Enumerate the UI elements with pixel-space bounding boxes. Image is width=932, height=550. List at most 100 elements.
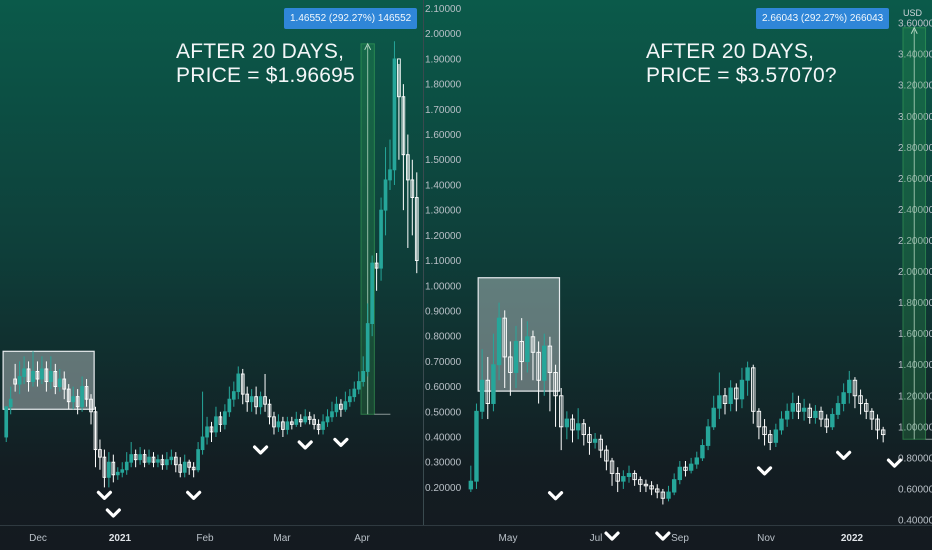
candle-body	[564, 418, 570, 428]
candle-body	[343, 401, 348, 410]
candle-body	[660, 491, 666, 499]
candle-body	[191, 466, 196, 471]
x-tick-label: 2021	[109, 533, 132, 544]
candle-body	[245, 393, 250, 403]
candle-body	[592, 438, 598, 443]
candle-body	[187, 461, 192, 468]
candle-body	[858, 395, 863, 404]
candle-body	[530, 336, 536, 353]
candle-body	[739, 379, 745, 400]
candle-body	[694, 457, 699, 465]
candle-body	[218, 416, 223, 425]
candle-body	[677, 466, 683, 481]
chevron-down-icon	[655, 531, 671, 541]
candle-body	[525, 336, 530, 363]
candle-body	[196, 449, 200, 471]
candle-body	[410, 179, 415, 199]
y-tick-label: 1.30000	[425, 206, 462, 217]
right-measure-badge: 2.66043 (292.27%) 266043	[756, 8, 890, 29]
y-tick-label: 1.60000	[425, 130, 462, 141]
y-tick-label: 0.50000	[425, 407, 462, 418]
chevron-down-icon	[186, 490, 202, 500]
candle-body	[325, 416, 330, 423]
candle-body	[272, 416, 276, 428]
candle-body	[75, 396, 80, 408]
candle-body	[285, 421, 290, 430]
y-tick-label: 0.40000	[425, 432, 462, 443]
candle-body	[281, 421, 285, 430]
candle-body	[44, 368, 49, 382]
x-tick-label: 2022	[841, 533, 864, 544]
candle-body	[401, 96, 406, 156]
x-tick-label: May	[499, 533, 518, 544]
candle-body	[124, 461, 129, 471]
chevron-down-icon	[836, 450, 852, 460]
y-tick-label: 0.80000	[898, 453, 932, 464]
candle-body	[115, 471, 120, 476]
candle-body	[31, 371, 35, 382]
candle-body	[824, 418, 829, 428]
candle-body	[397, 58, 401, 98]
candle-body	[321, 421, 325, 430]
y-tick-label: 1.90000	[425, 54, 462, 65]
y-tick-label: 0.20000	[425, 483, 462, 494]
candle-body	[519, 340, 524, 363]
candle-body	[875, 418, 880, 431]
x-tick-label: Apr	[354, 533, 370, 544]
candle-body	[307, 416, 312, 420]
chevron-down-icon	[333, 437, 349, 448]
candle-body	[813, 410, 818, 418]
candle-body	[847, 379, 852, 394]
candle-body	[609, 460, 615, 474]
candle-body	[468, 480, 474, 490]
chevron-down-icon	[756, 466, 773, 476]
y-tick-label: 0.60000	[898, 484, 932, 495]
candle-body	[779, 418, 784, 431]
candle-body	[111, 461, 116, 476]
candle-body	[374, 262, 379, 269]
candle-body	[604, 449, 609, 462]
candle-body	[4, 406, 9, 438]
y-tick-label: 1.40000	[425, 180, 462, 191]
y-tick-label: 1.80000	[425, 80, 462, 91]
y-tick-label: 1.40000	[898, 360, 932, 371]
y-tick-label: 1.10000	[425, 256, 462, 267]
candle-body	[361, 371, 366, 382]
candle-body	[807, 407, 812, 418]
candle-body	[388, 169, 392, 181]
candle-body	[298, 418, 303, 423]
candle-body	[570, 418, 575, 431]
candle-body	[638, 479, 643, 485]
candle-body	[356, 381, 361, 390]
candle-body	[485, 379, 490, 404]
candle-body	[156, 459, 160, 463]
candle-body	[869, 410, 875, 420]
candle-body	[655, 488, 660, 493]
chevron-down-icon	[105, 508, 121, 518]
chevron-down-icon	[96, 490, 113, 500]
y-tick-label: 1.60000	[898, 329, 932, 340]
consolidation-box	[477, 277, 561, 392]
x-tick-label: Dec	[29, 533, 47, 544]
y-tick-label: 0.60000	[425, 382, 462, 393]
candle-body	[71, 396, 75, 403]
candle-body	[818, 410, 824, 420]
candle-body	[717, 395, 722, 409]
y-tick-label: 1.00000	[898, 422, 932, 433]
candle-body	[621, 476, 626, 482]
candle-body	[864, 403, 869, 412]
y-tick-label: 0.80000	[425, 332, 462, 343]
candle-body	[214, 416, 218, 433]
left-annotation-line2: PRICE = $1.96695	[176, 64, 355, 87]
candle-body	[13, 378, 17, 385]
candle-body	[502, 317, 507, 358]
candle-body	[383, 179, 388, 211]
candle-body	[392, 58, 397, 171]
candle-body	[756, 410, 762, 428]
candle-body	[98, 449, 102, 458]
candle-body	[223, 411, 227, 425]
candle-body	[263, 396, 267, 405]
chevron-down-icon	[547, 491, 564, 501]
candle-body	[536, 351, 541, 381]
candle-body	[289, 421, 294, 425]
